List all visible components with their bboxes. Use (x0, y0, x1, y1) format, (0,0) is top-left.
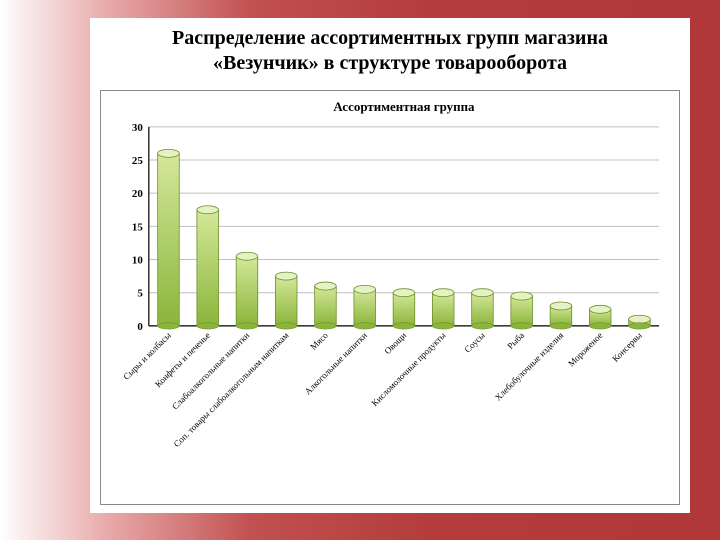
category-label: Слабоалкогольные напитки (170, 330, 252, 411)
bar (275, 276, 297, 326)
bar (158, 153, 180, 325)
category-label: Консервы (610, 330, 644, 364)
bar-top (472, 289, 494, 297)
bar (472, 293, 494, 326)
bar-base (472, 323, 494, 329)
slide-background: Распределение ассортиментных групп магаз… (0, 0, 720, 540)
bar-chart: Ассортиментная группа051015202530Сыры и … (101, 91, 679, 504)
chart-container: Ассортиментная группа051015202530Сыры и … (100, 90, 680, 505)
chart-title: Ассортиментная группа (333, 99, 475, 114)
bar-top (550, 302, 572, 310)
title-line-1: Распределение ассортиментных групп магаз… (172, 27, 608, 49)
category-label: Соусы (462, 330, 486, 354)
bar-top (354, 285, 376, 293)
category-label: Мороженое (566, 330, 604, 368)
bar-top (589, 305, 611, 313)
bar (354, 289, 376, 325)
y-tick-label: 5 (137, 288, 143, 300)
bar (432, 293, 454, 326)
category-label: Овощи (382, 330, 408, 356)
y-tick-label: 10 (132, 255, 143, 267)
bar-top (511, 292, 533, 300)
bar-top (236, 252, 258, 260)
slide-title: Распределение ассортиментных групп магаз… (90, 18, 690, 78)
bar-base (511, 323, 533, 329)
bar-top (197, 206, 219, 214)
category-label: Мясо (308, 330, 330, 352)
category-label: Хлебобулочные изделия (493, 330, 566, 402)
category-label: Кисломолочные продукты (369, 330, 447, 408)
y-tick-label: 20 (132, 188, 143, 200)
bar-base (629, 323, 651, 329)
title-line-2: «Везунчик» в структуре товарооборота (213, 52, 567, 74)
bar-base (158, 323, 180, 329)
bar-top (393, 289, 415, 297)
y-tick-label: 15 (132, 221, 143, 233)
bar-top (432, 289, 454, 297)
bar-top (315, 282, 337, 290)
y-tick-label: 30 (132, 122, 143, 134)
bar-base (354, 323, 376, 329)
bar-base (315, 323, 337, 329)
bar-base (432, 323, 454, 329)
y-tick-label: 0 (137, 321, 143, 333)
bar-base (197, 323, 219, 329)
bar-base (275, 323, 297, 329)
bar-base (589, 323, 611, 329)
bar-base (550, 323, 572, 329)
bar-top (275, 272, 297, 280)
bar (236, 256, 258, 326)
bar (393, 293, 415, 326)
bar-base (393, 323, 415, 329)
bar-base (236, 323, 258, 329)
bar (197, 210, 219, 326)
y-tick-label: 25 (132, 155, 143, 167)
category-label: Рыба (505, 330, 526, 351)
content-card: Распределение ассортиментных групп магаз… (90, 18, 690, 513)
bar (511, 296, 533, 326)
bar (315, 286, 337, 326)
bar-top (158, 149, 180, 157)
bar-top (629, 315, 651, 323)
